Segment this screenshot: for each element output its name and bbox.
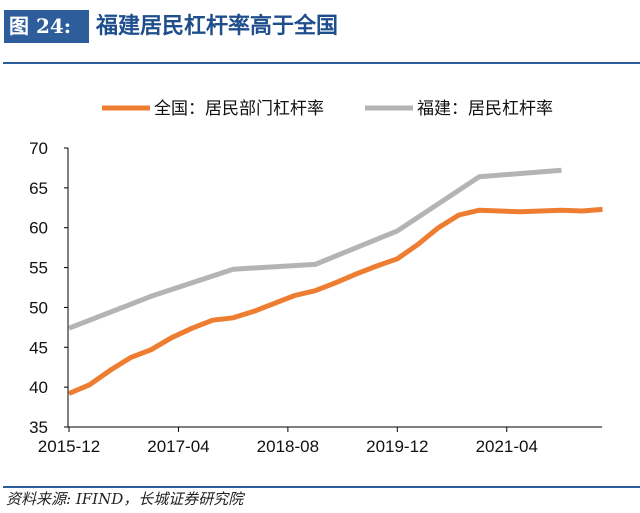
series-line-national xyxy=(68,206,603,396)
header-divider xyxy=(3,62,640,64)
legend-label-fujian: 福建：居民杠杆率 xyxy=(417,99,553,118)
x-tick-label: 2021-04 xyxy=(476,437,538,456)
source-note: 资料来源: IFIND，长城证券研究院 xyxy=(6,490,244,508)
chart-title: 福建居民杠杆率高于全国 xyxy=(96,13,339,39)
footer-divider xyxy=(3,486,640,488)
y-tick-label: 60 xyxy=(29,219,48,238)
y-tick-label: 70 xyxy=(29,139,48,158)
y-tick-label: 55 xyxy=(29,259,48,278)
x-tick-label: 2015-12 xyxy=(38,437,100,456)
y-tick-label: 45 xyxy=(29,338,48,357)
y-tick-label: 40 xyxy=(29,378,48,397)
y-tick-label: 65 xyxy=(29,179,48,198)
x-tick-label: 2018-08 xyxy=(257,437,319,456)
line-chart: 全国：居民部门杠杆率 福建：居民杠杆率 35 40 45 50 55 60 65 70 2015… xyxy=(29,99,603,456)
x-tick-label: 2019-12 xyxy=(366,437,428,456)
y-tick-label: 50 xyxy=(29,298,48,317)
legend-label-national: 全国：居民部门杠杆率 xyxy=(154,99,324,118)
figure-label: 图 24: xyxy=(4,10,89,43)
x-tick-label: 2017-04 xyxy=(147,437,209,456)
y-tick-label: 35 xyxy=(29,418,48,437)
series-line-fujian xyxy=(68,167,562,331)
legend: 全国：居民部门杠杆率 福建：居民杠杆率 xyxy=(102,99,553,118)
